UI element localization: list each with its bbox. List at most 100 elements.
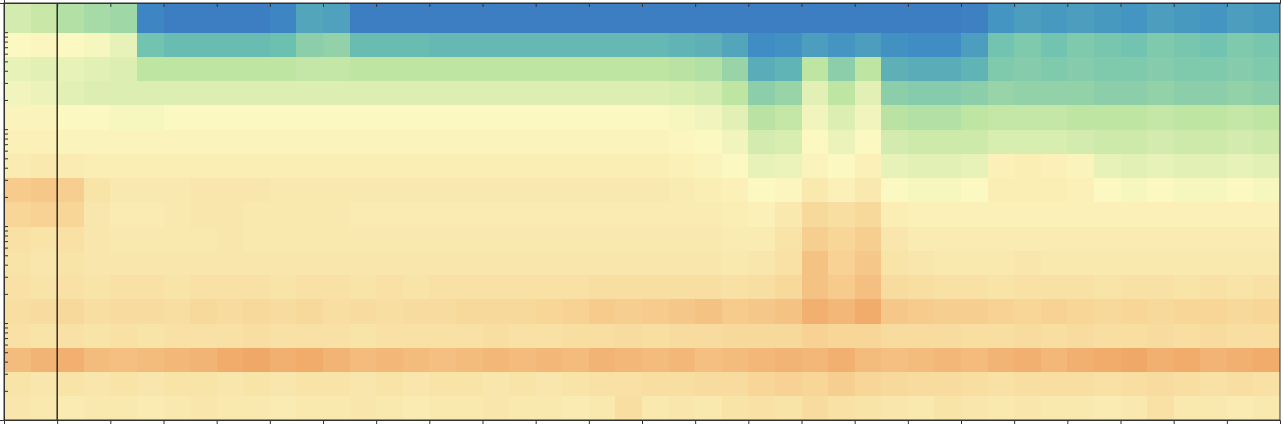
heat-cell	[934, 3, 961, 33]
tick-mark	[4, 83, 8, 84]
heat-cell	[1014, 178, 1041, 203]
plot-frame	[4, 3, 1280, 420]
tick	[1174, 420, 1175, 424]
heat-cell	[615, 105, 642, 130]
heat-cell	[296, 32, 323, 57]
heat-cell	[669, 299, 696, 324]
heat-cell	[589, 202, 616, 227]
tick-mark	[429, 3, 430, 7]
heat-cell	[934, 81, 961, 106]
heat-cell	[1041, 153, 1068, 178]
heat-cell	[775, 202, 802, 227]
heat-cell	[1253, 347, 1280, 372]
heat-cell	[722, 347, 749, 372]
heat-cell	[934, 323, 961, 348]
heat-cell	[615, 153, 642, 178]
heat-cell	[589, 3, 616, 33]
heat-cell	[57, 178, 84, 203]
heat-cell	[615, 3, 642, 33]
heat-cell	[775, 178, 802, 203]
heat-cell	[376, 347, 403, 372]
heat-cell	[828, 105, 855, 130]
heat-cell	[1227, 226, 1254, 251]
heat-cell	[350, 129, 377, 154]
tick	[4, 345, 8, 346]
tick-mark	[1014, 420, 1015, 424]
heat-cell	[57, 396, 84, 420]
heat-cell	[695, 3, 722, 33]
tick-mark	[270, 420, 271, 424]
heat-cell	[1227, 275, 1254, 300]
heat-cell	[722, 56, 749, 81]
heat-cell	[695, 81, 722, 106]
tick-mark	[1174, 420, 1175, 424]
tick-mark	[1227, 3, 1228, 7]
heat-cell	[934, 202, 961, 227]
heat-cell	[1200, 178, 1227, 203]
tick	[4, 158, 8, 159]
heat-cell	[110, 105, 137, 130]
heat-cell	[429, 299, 456, 324]
heat-cell	[881, 347, 908, 372]
heat-cell	[1121, 56, 1148, 81]
tick	[483, 420, 484, 424]
heat-cell	[323, 226, 350, 251]
heat-cell	[642, 81, 669, 106]
heat-cell	[296, 56, 323, 81]
heat-cell	[748, 81, 775, 106]
heat-cell	[642, 178, 669, 203]
heat-cell	[1174, 32, 1201, 57]
heat-cell	[190, 56, 217, 81]
heat-cell	[429, 105, 456, 130]
heat-cell	[110, 3, 137, 33]
heat-cell	[57, 323, 84, 348]
heat-cell	[323, 105, 350, 130]
heat-cell	[881, 275, 908, 300]
heat-cell	[908, 396, 935, 420]
heat-cell	[908, 299, 935, 324]
heat-cell	[509, 178, 536, 203]
heat-cell	[4, 178, 31, 203]
heat-cell	[84, 56, 111, 81]
tick	[4, 226, 8, 227]
tick-mark	[4, 32, 8, 33]
tick	[217, 420, 218, 424]
heat-cell	[217, 347, 244, 372]
heat-cell	[217, 372, 244, 397]
tick	[57, 420, 58, 424]
heat-cell	[802, 323, 829, 348]
heat-cell	[350, 275, 377, 300]
tick-mark	[908, 3, 909, 7]
heat-cell	[562, 153, 589, 178]
tick-mark	[4, 71, 8, 72]
heat-cell	[828, 396, 855, 420]
heat-cell	[31, 3, 58, 33]
heat-cell	[296, 347, 323, 372]
tick-mark	[748, 420, 749, 424]
tick	[270, 420, 271, 424]
x-axis-bottom	[5, 420, 1281, 424]
heat-cell	[190, 178, 217, 203]
heat-cell	[642, 105, 669, 130]
heat-cell	[403, 153, 430, 178]
heat-cell	[802, 32, 829, 57]
heat-cell	[456, 226, 483, 251]
heat-cell	[536, 3, 563, 33]
tick-mark	[802, 420, 803, 424]
heat-cell	[722, 81, 749, 106]
heat-cell	[31, 347, 58, 372]
tick-mark	[483, 3, 484, 7]
heat-cell	[323, 153, 350, 178]
heat-cell	[84, 153, 111, 178]
heat-cell	[296, 299, 323, 324]
heat-cell	[1227, 323, 1254, 348]
heat-cell	[31, 81, 58, 106]
heat-cell	[988, 3, 1015, 33]
heat-cell	[1014, 347, 1041, 372]
heat-cell	[855, 105, 882, 130]
heat-cell	[536, 81, 563, 106]
heat-cell	[775, 275, 802, 300]
tick	[110, 3, 111, 7]
heat-cell	[722, 105, 749, 130]
heat-cell	[908, 56, 935, 81]
